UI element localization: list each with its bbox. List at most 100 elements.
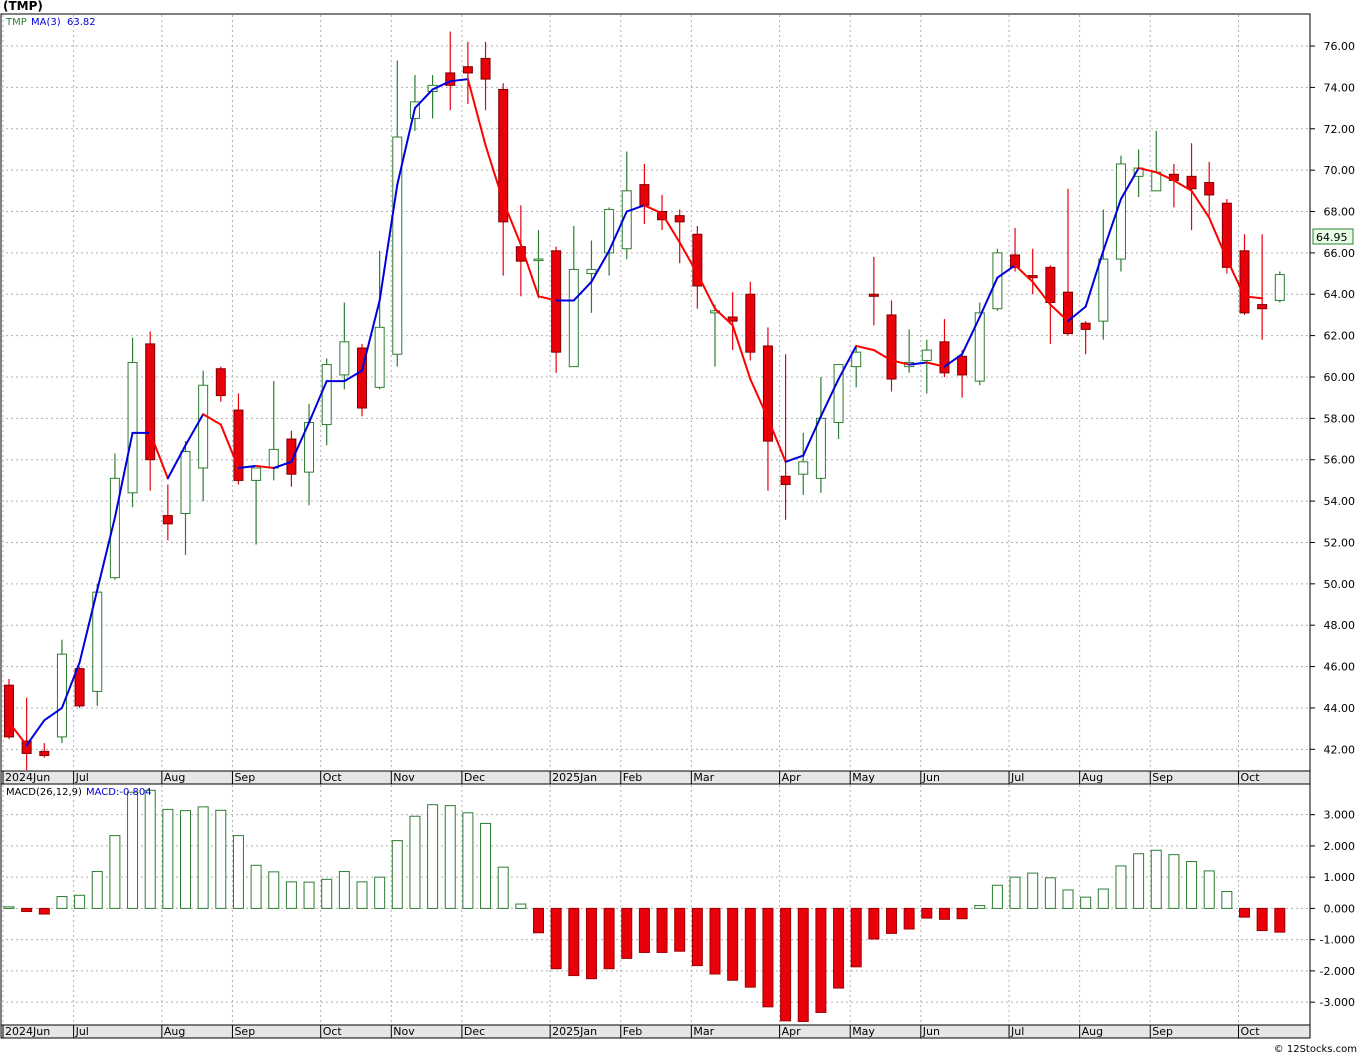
ma-segment (1137, 167, 1158, 174)
ma-segment (255, 464, 275, 469)
date-axis-label: Sep (234, 771, 255, 784)
candle-body (162, 515, 173, 525)
candle (692, 225, 703, 309)
macd-date-axis-band (0, 1024, 1311, 1039)
candle-body (1204, 182, 1215, 196)
ma-segment (1155, 171, 1175, 182)
ma-segment (219, 423, 240, 469)
candle-body (374, 326, 385, 388)
candle-body (886, 314, 897, 380)
candle-body (1010, 254, 1021, 268)
candle (957, 350, 968, 398)
price-y-tick-label: 64.00 (1324, 288, 1356, 301)
date-axis-label: Oct (323, 1025, 343, 1038)
ma-segment (1119, 167, 1140, 201)
macd-bar (3, 906, 15, 909)
date-axis-label: Aug (164, 1025, 185, 1038)
candle-body (1274, 274, 1285, 301)
candle-body (462, 66, 473, 74)
ma-segment (1049, 303, 1069, 323)
ma-segment (237, 464, 258, 469)
footer-credit: © 12Stocks.com (1274, 1044, 1357, 1055)
price-y-tick-label: 48.00 (1324, 619, 1356, 632)
macd-bar (497, 866, 509, 909)
macd-bar (938, 907, 950, 920)
candle (339, 302, 350, 390)
date-axis-label: Aug (1082, 1025, 1103, 1038)
macd-bar (886, 907, 897, 934)
date-axis-label: Jul (1010, 1025, 1024, 1038)
ma-segment (1014, 264, 1034, 283)
price-y-tick-label: 54.00 (1324, 495, 1356, 508)
date-axis-label: Oct (1241, 771, 1261, 784)
macd-bar (444, 805, 456, 909)
macd-bar (109, 835, 121, 909)
macd-bar (162, 808, 174, 909)
candle-body (533, 258, 544, 262)
macd-bar (691, 907, 703, 967)
candle (1274, 271, 1285, 303)
candle-body (251, 467, 262, 481)
date-axis-label: Feb (623, 1025, 642, 1038)
candle (586, 240, 597, 313)
ma-segment (590, 249, 611, 283)
macd-bar (303, 881, 315, 909)
date-axis-label: Sep (1152, 1025, 1173, 1038)
candle (780, 354, 791, 520)
chart-title: (TMP) (3, 0, 43, 13)
candle (868, 257, 879, 326)
ma-segment (908, 361, 928, 366)
ma-segment (572, 280, 593, 302)
ma-segment (202, 413, 222, 426)
macd-bar (1239, 907, 1250, 918)
macd-bar (903, 907, 915, 930)
date-axis-label: Jul (75, 771, 89, 784)
macd-bar (38, 907, 50, 915)
macd-legend-label: MACD(26,12,9) (6, 787, 82, 798)
ma-segment (78, 589, 99, 664)
candle-body (1045, 266, 1056, 304)
macd-y-tick-label: 0.000 (1324, 902, 1356, 915)
candle-body (286, 438, 297, 475)
candle (533, 230, 544, 299)
candle (445, 31, 456, 111)
candle-body (1186, 175, 1197, 190)
candle-body (21, 740, 32, 754)
ma-segment (943, 353, 964, 368)
candle-body (604, 208, 615, 254)
macd-bar (215, 809, 227, 909)
price-y-tick-label: 50.00 (1324, 578, 1356, 591)
candle (462, 41, 473, 104)
candle-body (480, 57, 491, 80)
candle (180, 441, 191, 555)
ma-segment (802, 415, 822, 457)
candle (1221, 199, 1232, 274)
ma-segment (343, 369, 363, 383)
macd-bar (1221, 891, 1233, 909)
ma-segment (149, 431, 169, 480)
legend-ma-value: 63.82 (67, 17, 96, 28)
ma-segment (60, 661, 81, 709)
macd-bar (921, 907, 933, 919)
candle-body (1151, 171, 1162, 192)
candle-body (1098, 258, 1109, 322)
candle-body (798, 461, 809, 475)
date-axis-label: Dec (464, 771, 485, 784)
macd-bar (744, 907, 756, 988)
candle (762, 327, 773, 491)
candle-body (198, 384, 209, 469)
date-axis-label: Aug (1082, 771, 1103, 784)
date-axis-label: Apr (782, 1025, 802, 1038)
macd-bar (1203, 870, 1215, 909)
date-axis-label: Nov (393, 1025, 415, 1038)
macd-bar (427, 804, 439, 909)
ma-segment (519, 243, 540, 298)
date-axis-label: May (852, 771, 875, 784)
ma-segment (484, 144, 505, 203)
candle-body (1080, 322, 1091, 330)
candle-body (727, 316, 738, 322)
ma-segment (661, 212, 681, 244)
candle (745, 281, 756, 361)
ma-segment (1102, 198, 1122, 252)
candle (286, 430, 297, 487)
